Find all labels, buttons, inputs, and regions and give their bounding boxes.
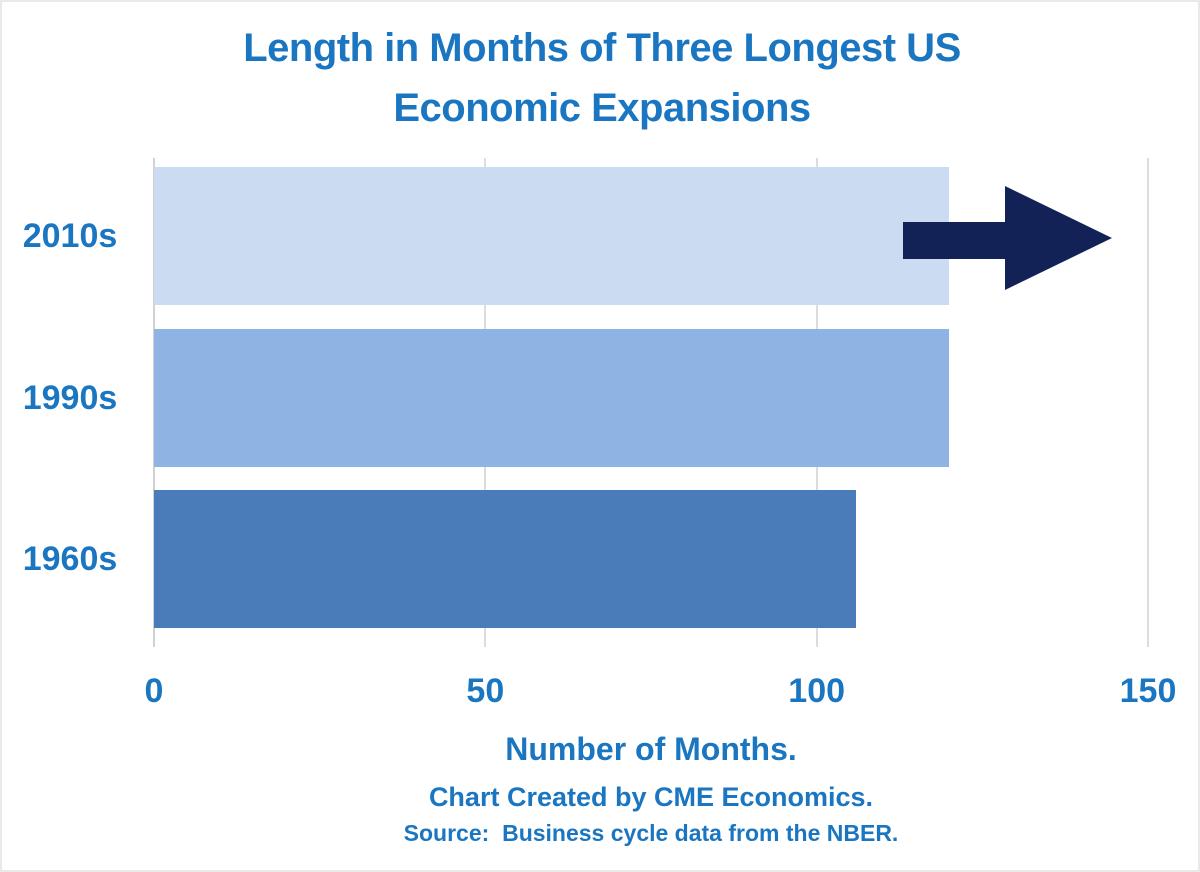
bar-2010s [154,167,949,305]
x-tick-label: 0 [144,672,164,710]
chart-title: Length in Months of Three Longest US Eco… [2,18,1198,138]
source-line: Source: Business cycle data from the NBE… [403,820,899,846]
bar-1960s [154,490,856,628]
chart-title-line1: Length in Months of Three Longest US [243,26,961,70]
x-tick-label: 50 [466,672,505,710]
x-axis-label: Number of Months. [505,731,797,767]
gridline [1147,158,1149,647]
chart-title-line2: Economic Expansions [393,86,811,130]
bar-1990s [154,329,949,467]
x-tick-label: 100 [788,672,846,710]
trend-arrow-shaft [903,222,1006,259]
category-label-1990s: 1990s [22,378,118,417]
x-tick-label: 150 [1119,672,1177,710]
credit-line: Chart Created by CME Economics. [428,782,874,812]
category-label-1960s: 1960s [22,539,118,578]
category-label-2010s: 2010s [22,216,118,255]
trend-arrow-head [1005,186,1112,290]
